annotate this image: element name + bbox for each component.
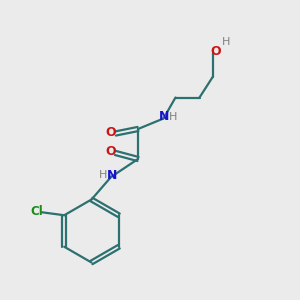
Text: O: O — [210, 45, 221, 58]
Text: N: N — [106, 169, 117, 182]
Text: H: H — [98, 170, 107, 181]
Text: Cl: Cl — [30, 205, 43, 218]
Text: H: H — [221, 37, 230, 47]
Text: O: O — [106, 125, 116, 139]
Text: O: O — [106, 145, 116, 158]
Text: N: N — [159, 110, 169, 124]
Text: H: H — [169, 112, 177, 122]
